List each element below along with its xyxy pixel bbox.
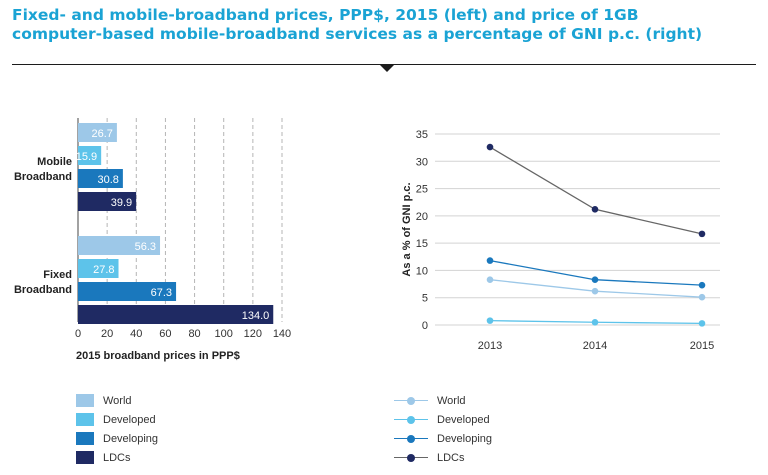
data-label-developed-fixed-broadband: 27.8 — [93, 264, 114, 276]
legend-line-marker-icon — [394, 396, 428, 406]
data-point-developed-2014 — [591, 318, 599, 326]
data-point-developing-2014 — [591, 276, 599, 284]
bar-ldcs-fixed-broadband — [78, 305, 274, 324]
data-point-ldcs-2013 — [486, 143, 494, 151]
legend-item-ldcs: LDCs — [76, 448, 158, 467]
y-tick-label: 20 — [416, 211, 428, 223]
bar-world-fixed-broadband — [78, 236, 161, 255]
x-tick-label: 2015 — [690, 340, 714, 352]
legend-item-developing: Developing — [76, 429, 158, 448]
data-label-developed-mobile-broadband: 15.9 — [76, 151, 97, 163]
y-tick-label: 30 — [416, 156, 428, 168]
bar-developing-fixed-broadband — [78, 282, 177, 301]
data-point-world-2015 — [698, 293, 706, 301]
data-point-world-2013 — [486, 276, 494, 284]
data-point-developing-2015 — [698, 281, 706, 289]
y-tick-label: 35 — [416, 129, 428, 141]
legend-swatch — [76, 432, 94, 445]
x-tick-label: 2013 — [478, 340, 502, 352]
data-point-developing-2013 — [486, 257, 494, 264]
chart-title-line-2: computer-based mobile-broadband services… — [12, 25, 703, 43]
line-legend-item-world: World — [394, 391, 492, 410]
legend-label: World — [437, 394, 466, 407]
data-point-developed-2013 — [486, 317, 494, 324]
line-legend-item-ldcs: LDCs — [394, 448, 492, 467]
line-chart-gni-percentage: 0 5 10 15 20 25 30 35 2013 2014 2015 As a % of GNI … — [401, 129, 720, 352]
series-line-ldcs — [489, 146, 703, 235]
x-tick-label: 0 — [75, 328, 81, 340]
y-tick-label: 0 — [422, 320, 428, 332]
line-legend-item-developed: Developed — [394, 410, 492, 429]
data-label-developing-mobile-broadband: 30.8 — [97, 174, 118, 186]
bar-world-mobile-broadband — [78, 123, 117, 142]
x-tick-label: 80 — [188, 328, 200, 340]
legend-swatch — [76, 394, 94, 407]
legend-label: Developing — [437, 432, 493, 445]
y-tick-label: 15 — [416, 238, 428, 250]
data-label-world-mobile-broadband: 26.7 — [91, 128, 112, 140]
data-point-ldcs-2015 — [698, 230, 706, 238]
category-label-fixed-broadband: Broadband — [14, 284, 72, 296]
legend-item-world: World — [76, 391, 158, 410]
line-legend-item-developing: Developing — [394, 429, 492, 448]
chart-title: Fixed- and mobile-broadband prices, PPP$… — [12, 6, 756, 44]
data-point-developed-2015 — [698, 320, 706, 327]
category-label-mobile-broadband: Mobile — [37, 156, 72, 168]
legend-label: Developed — [103, 413, 156, 426]
bar-developing-mobile-broadband — [78, 169, 123, 188]
legend-label: Developed — [437, 413, 490, 426]
y-tick-label: 5 — [422, 293, 428, 305]
legend-label: Developing — [103, 432, 159, 445]
y-tick-label: 25 — [416, 184, 428, 196]
bar-developed-fixed-broadband — [78, 259, 119, 278]
category-label-mobile-broadband: Broadband — [14, 171, 72, 183]
data-label-world-fixed-broadband: 56.3 — [135, 241, 156, 253]
data-label-developing-fixed-broadband: 67.3 — [151, 287, 172, 299]
x-tick-label: 140 — [273, 328, 291, 340]
legend-line-marker-icon — [394, 453, 428, 463]
bar-ldcs-mobile-broadband — [78, 192, 137, 211]
legend-swatch — [76, 413, 94, 426]
data-label-ldcs-fixed-broadband: 134.0 — [242, 310, 270, 322]
y-tick-label: 10 — [416, 265, 428, 277]
legend-line-marker-icon — [394, 415, 428, 425]
data-label-ldcs-mobile-broadband: 39.9 — [111, 197, 132, 209]
x-tick-label: 100 — [215, 328, 233, 340]
legend-swatch — [76, 451, 94, 464]
x-tick-label: 2014 — [583, 340, 607, 352]
y-axis-label: As a % of GNI p.c. — [401, 182, 413, 276]
data-point-world-2014 — [591, 287, 599, 295]
bar-chart-broadband-prices: 0 20 40 60 80 100 120 140 2015 broadband prices … — [14, 118, 291, 362]
x-tick-label: 60 — [159, 328, 171, 340]
legend-label: World — [103, 394, 132, 407]
data-point-ldcs-2014 — [591, 206, 599, 213]
x-tick-label: 120 — [244, 328, 262, 340]
bar-developed-mobile-broadband — [78, 146, 102, 165]
category-label-fixed-broadband: Fixed — [43, 269, 72, 281]
chart-title-line-1: Fixed- and mobile-broadband prices, PPP$… — [12, 6, 639, 24]
bar-legend: World Developed Developing LDCs — [76, 391, 158, 467]
legend-label: LDCs — [103, 451, 131, 464]
divider-pointer-icon — [379, 64, 395, 72]
legend-line-marker-icon — [394, 434, 428, 444]
legend-item-developed: Developed — [76, 410, 158, 429]
x-tick-label: 20 — [101, 328, 113, 340]
x-axis-label: 2015 broadband prices in PPP$ — [76, 350, 240, 362]
legend-label: LDCs — [437, 451, 465, 464]
x-tick-label: 40 — [130, 328, 142, 340]
line-legend: World Developed Developing LDCs — [394, 391, 492, 467]
